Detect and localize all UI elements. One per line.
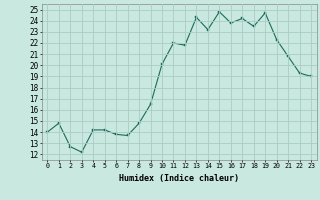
X-axis label: Humidex (Indice chaleur): Humidex (Indice chaleur) (119, 174, 239, 183)
